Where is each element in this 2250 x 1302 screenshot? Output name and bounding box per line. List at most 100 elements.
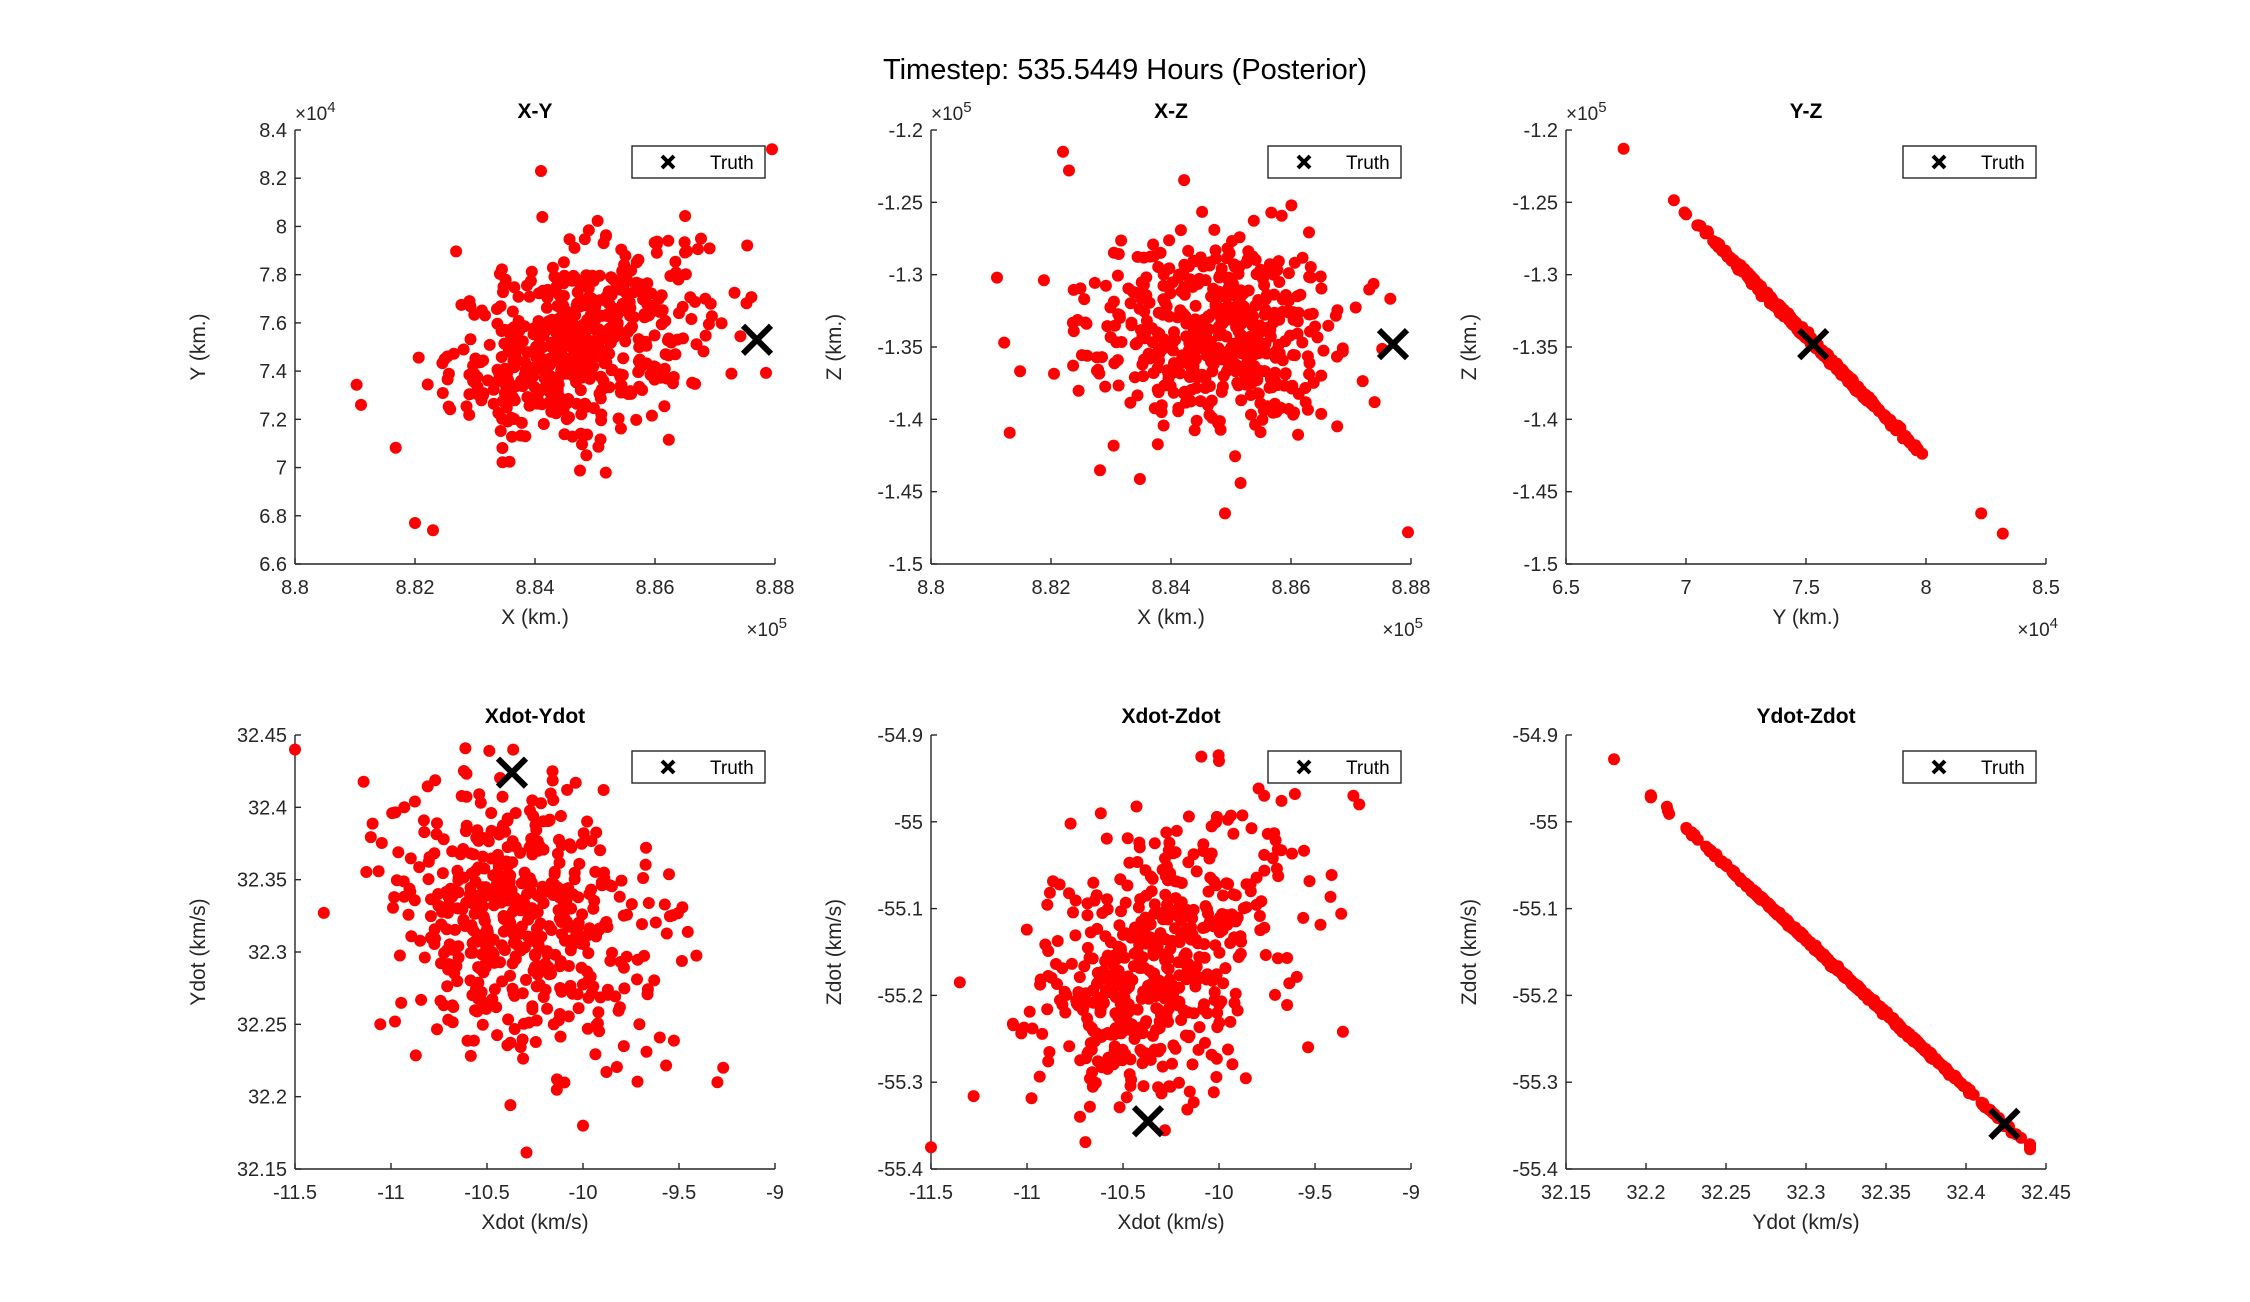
- particle-point: [1101, 320, 1114, 333]
- particle-point: [581, 815, 594, 828]
- particle-point: [650, 246, 663, 259]
- particle-point: [1156, 1060, 1169, 1073]
- y-tick-label: 32.2: [248, 1087, 287, 1109]
- particle-point: [431, 817, 443, 830]
- particle-point: [1131, 1003, 1144, 1016]
- particle-point: [517, 1052, 530, 1065]
- particle-point: [1301, 403, 1314, 416]
- particle-point: [491, 877, 503, 890]
- x-tick-label: 32.45: [2021, 1182, 2071, 1204]
- particle-point: [1081, 909, 1094, 922]
- particle-point: [1116, 1054, 1129, 1067]
- particle-point: [562, 882, 575, 895]
- particle-point: [1198, 951, 1211, 964]
- y-tick-label: -1.45: [1512, 482, 1558, 504]
- particle-point: [1255, 895, 1268, 908]
- particle-point: [1955, 1077, 1968, 1090]
- particle-point: [1208, 986, 1221, 999]
- particle-point: [1210, 1052, 1223, 1065]
- particle-point: [1777, 303, 1790, 316]
- particle-point: [557, 277, 570, 290]
- particle-point: [360, 866, 373, 878]
- particle-point: [1023, 1005, 1036, 1018]
- particle-point: [364, 831, 377, 844]
- particle-point: [554, 810, 567, 822]
- particle-point: [1303, 308, 1316, 321]
- particle-point: [506, 430, 518, 443]
- particle-point: [521, 888, 534, 900]
- particle-point: [589, 1048, 602, 1061]
- particle-point: [581, 400, 594, 413]
- particle-point: [615, 874, 628, 887]
- particle-point: [1131, 389, 1144, 402]
- particle-point: [1207, 1086, 1220, 1099]
- particle-point: [925, 1141, 937, 1154]
- particle-point: [514, 429, 527, 442]
- particle-point: [1213, 998, 1226, 1011]
- particle-point: [1233, 231, 1246, 244]
- particle-point: [576, 347, 589, 360]
- particle-point: [1325, 869, 1338, 881]
- particle-point: [463, 295, 476, 308]
- particle-point: [451, 902, 464, 915]
- particle-point: [392, 846, 405, 859]
- particle-point: [1033, 1070, 1046, 1083]
- particle-point: [1112, 248, 1125, 260]
- particle-point: [711, 1076, 724, 1089]
- particle-point: [663, 868, 675, 881]
- particle-point: [1135, 324, 1147, 337]
- y-tick-label: -55.1: [877, 899, 923, 921]
- particle-point: [1217, 889, 1229, 902]
- particle-point: [1122, 970, 1135, 983]
- particle-point: [1137, 278, 1150, 291]
- particle-point: [1402, 526, 1414, 539]
- particle-point: [1142, 347, 1155, 360]
- particle-point: [530, 1014, 543, 1027]
- particle-point: [459, 825, 472, 838]
- particle-point: [374, 1018, 387, 1031]
- particle-point: [509, 840, 522, 853]
- particle-point: [522, 930, 535, 943]
- y-tick-label: 8: [276, 216, 287, 238]
- particle-point: [1193, 1021, 1206, 1034]
- particle-point: [431, 1023, 443, 1036]
- particle-point: [1109, 1007, 1122, 1020]
- particle-point: [1194, 395, 1207, 408]
- particle-point: [1179, 1029, 1192, 1042]
- particle-point: [395, 996, 408, 1009]
- particle-point: [436, 867, 449, 880]
- particle-point: [507, 905, 520, 918]
- particle-point: [1256, 413, 1269, 426]
- particle-point: [1363, 283, 1376, 296]
- particle-point: [667, 1034, 680, 1047]
- particle-point: [568, 241, 581, 254]
- particle-series: [1608, 753, 2036, 1156]
- particle-point: [1034, 978, 1047, 991]
- y-tick-label: -1.25: [1512, 192, 1558, 214]
- particle-point: [495, 939, 508, 952]
- particle-point: [1130, 800, 1143, 813]
- particle-point: [1057, 145, 1069, 158]
- particle-point: [1713, 238, 1726, 251]
- particle-point: [483, 744, 496, 757]
- particle-point: [1297, 911, 1310, 924]
- truth-marker: [1797, 327, 1830, 361]
- particle-point: [1196, 205, 1209, 218]
- particle-point: [717, 1061, 730, 1074]
- particle-point: [497, 819, 509, 832]
- particle-point: [547, 1018, 560, 1031]
- particle-point: [1336, 1025, 1349, 1038]
- particle-point: [689, 295, 701, 308]
- particle-point: [562, 920, 575, 933]
- x-tick-label: 7: [1680, 577, 1691, 599]
- particle-point: [508, 1023, 521, 1035]
- particle-point: [1067, 325, 1080, 338]
- y-tick-label: -55: [1529, 812, 1558, 834]
- particle-point: [1018, 1021, 1030, 1034]
- particle-point: [1163, 262, 1176, 275]
- particle-point: [1185, 383, 1198, 396]
- particle-point: [728, 286, 741, 299]
- particle-point: [386, 807, 399, 820]
- particle-point: [1189, 299, 1202, 312]
- particle-point: [1240, 256, 1253, 269]
